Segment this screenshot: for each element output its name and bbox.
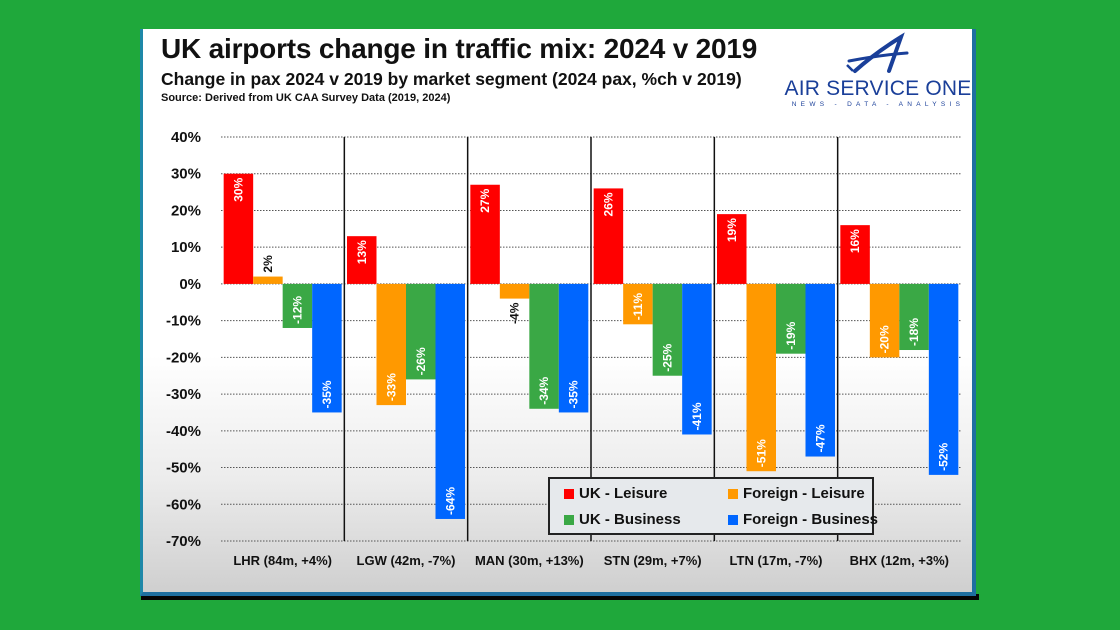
y-tick-label: 40% [171, 129, 201, 146]
bar-uk-leisure [347, 236, 377, 284]
data-label: -19% [784, 321, 798, 349]
bar-foreign-business [435, 283, 465, 519]
data-label: -47% [813, 424, 827, 452]
data-label: -20% [878, 325, 892, 353]
category-label: MAN (30m, +13%) [475, 553, 584, 568]
data-label: 13% [355, 240, 369, 264]
legend-item-foreign-leisure: Foreign - Leisure [728, 485, 865, 502]
bar-uk-business [899, 283, 929, 351]
chart-subtitle: Change in pax 2024 v 2019 by market segm… [161, 69, 742, 89]
y-tick-label: -60% [166, 496, 201, 513]
air-service-one-logo: AIR SERVICE ONE NEWS - DATA - ANALYSIS [783, 31, 973, 111]
legend-item-uk-business: UK - Business [564, 511, 681, 528]
bar-uk-business [529, 283, 559, 409]
data-label: -41% [690, 402, 704, 430]
bar-uk-leisure [717, 214, 747, 284]
data-label: 30% [231, 177, 245, 201]
legend-label: Foreign - Leisure [743, 485, 865, 502]
bar-uk-business [652, 283, 683, 376]
slide-shadow [141, 594, 979, 600]
bar-foreign-leisure [499, 283, 530, 299]
bar-uk-leisure [593, 188, 624, 284]
data-label: -64% [443, 487, 457, 515]
data-label: -25% [660, 343, 674, 371]
data-label: 26% [601, 192, 615, 216]
data-label: -12% [290, 296, 304, 324]
y-tick-label: -40% [166, 423, 201, 440]
y-tick-label: -10% [166, 313, 201, 330]
legend-label: UK - Leisure [579, 485, 668, 502]
chart-legend: UK - Leisure Foreign - Leisure UK - Busi… [548, 477, 878, 535]
data-label: -35% [567, 380, 581, 408]
bar-chart: 30% 2% -12% -35% 13% -33% -26% -64% 27% -4% -34% -3… [166, 129, 961, 568]
data-label: 2% [261, 255, 275, 273]
legend-swatch [564, 488, 574, 499]
bar-foreign-leisure [253, 276, 283, 284]
category-label: LGW (42m, -7%) [357, 553, 456, 568]
bar-foreign-leisure [869, 283, 900, 358]
logo-tagline: NEWS - DATA - ANALYSIS [791, 101, 965, 108]
bar-foreign-leisure [376, 283, 406, 406]
data-label: 16% [848, 229, 862, 253]
logo-name: AIR SERVICE ONE [784, 77, 972, 100]
category-label: LTN (17m, -7%) [730, 553, 823, 568]
data-label: -4% [508, 302, 522, 324]
legend-item-uk-leisure: UK - Leisure [564, 485, 667, 502]
chart-slide: UK airports change in traffic mix: 2024 … [140, 29, 976, 596]
bar-foreign-leisure [623, 283, 653, 325]
y-tick-label: -70% [166, 533, 201, 550]
y-tick-label: -30% [166, 386, 201, 403]
plane-a-logo-icon [846, 32, 909, 73]
data-label: -35% [320, 380, 334, 408]
category-label: STN (29m, +7%) [604, 553, 702, 568]
bar-foreign-leisure [746, 283, 776, 472]
y-tick-label: 10% [171, 239, 201, 256]
chart-title: UK airports change in traffic mix: 2024 … [161, 33, 758, 64]
y-tick-label: 0% [179, 276, 201, 293]
legend-label: Foreign - Business [743, 511, 879, 528]
data-label: -26% [414, 347, 428, 375]
legend-item-foreign-business: Foreign - Business [728, 511, 878, 528]
bar-foreign-business [928, 283, 959, 475]
data-label: -34% [537, 376, 551, 404]
bar-foreign-business [805, 283, 835, 457]
bar-uk-leisure [223, 173, 254, 284]
data-label: 19% [725, 218, 739, 242]
bar-foreign-business [558, 283, 589, 413]
legend-label: UK - Business [579, 511, 681, 528]
bar-uk-leisure [470, 184, 500, 284]
data-label: -52% [937, 443, 951, 471]
legend-swatch [564, 514, 574, 525]
bar-uk-business [776, 283, 806, 354]
category-label: LHR (84m, +4%) [233, 553, 332, 568]
data-label: 27% [478, 188, 492, 212]
legend-swatch [728, 514, 738, 525]
bar-uk-business [282, 283, 313, 328]
bar-uk-business [406, 283, 436, 380]
y-tick-label: -20% [166, 349, 201, 366]
data-label: -11% [631, 293, 645, 321]
bar-uk-leisure [840, 225, 870, 284]
category-label: BHX (12m, +3%) [850, 553, 949, 568]
chart-source: Source: Derived from UK CAA Survey Data … [161, 92, 451, 104]
y-tick-label: 20% [171, 202, 201, 219]
y-tick-label: -50% [166, 460, 201, 477]
y-tick-label: 30% [171, 166, 201, 183]
bar-foreign-business [682, 283, 712, 435]
data-label: -18% [907, 318, 921, 346]
bar-foreign-business [312, 283, 342, 413]
data-label: -51% [754, 439, 768, 467]
data-label: -33% [384, 373, 398, 401]
legend-swatch [728, 488, 738, 499]
